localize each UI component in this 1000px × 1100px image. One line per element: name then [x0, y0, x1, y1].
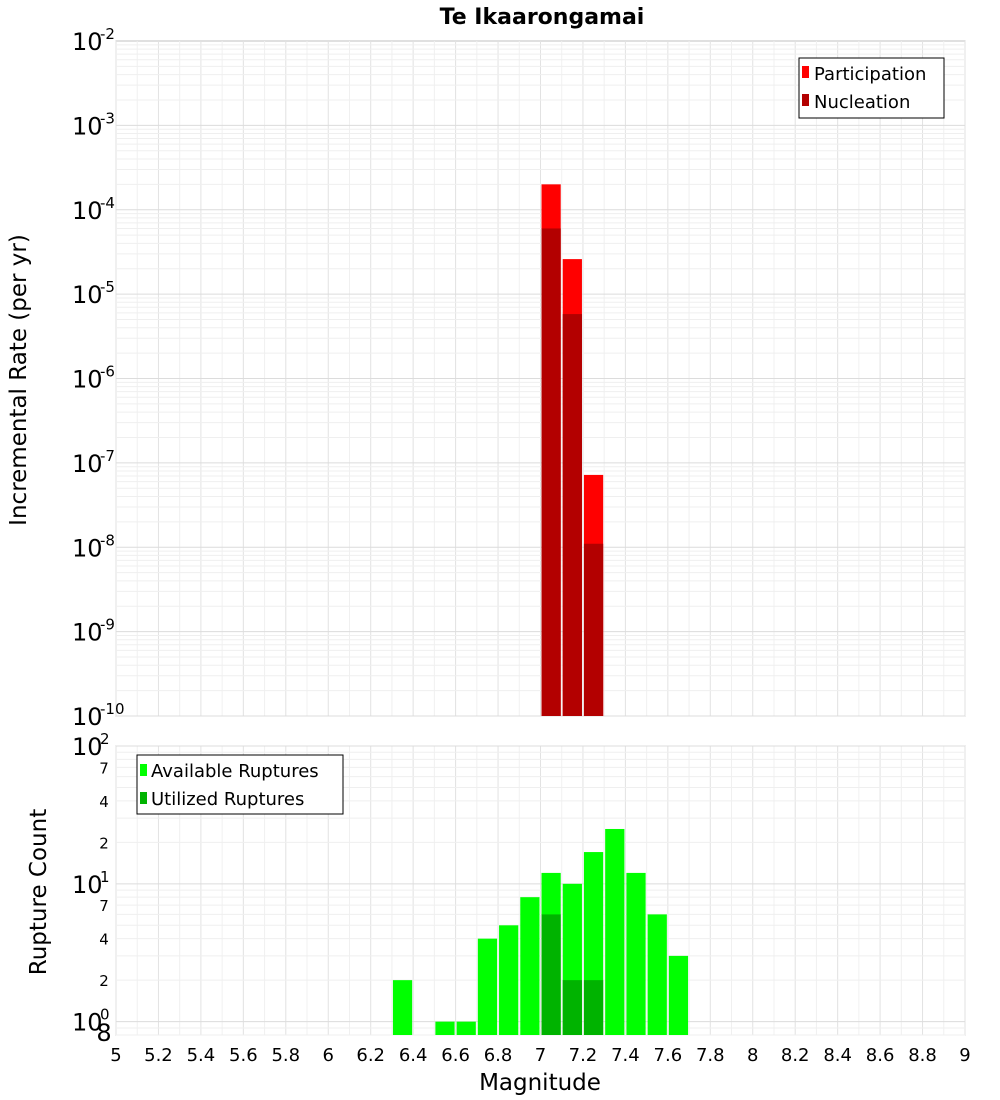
x-tick-label: 8.2 [781, 1045, 810, 1066]
legend-swatch-available [140, 764, 147, 776]
rate-y-tick-base: 10 [72, 28, 103, 56]
legend-label-nucleation: Nucleation [814, 92, 910, 113]
count-y-axis-label: Rupture Count [26, 809, 52, 975]
count-bar-available [392, 980, 413, 1035]
count-y-minor-tick: 7 [99, 897, 109, 915]
count-y-minor-tick: 7 [99, 759, 109, 777]
legend-swatch-utilized [140, 792, 147, 804]
legend-swatch-participation [802, 66, 809, 78]
count-bar-available [520, 897, 540, 1035]
x-tick-label: 5.2 [144, 1045, 173, 1066]
rate-y-tick-base: 10 [72, 366, 103, 394]
x-tick-label: 6.6 [441, 1045, 470, 1066]
count-y-tick-exponent: 2 [100, 730, 110, 748]
rate-bar-nucleation [541, 228, 561, 716]
rate-y-axis-label: Incremental Rate (per yr) [6, 234, 32, 526]
rate-y-tick-base: 10 [72, 703, 103, 731]
count-bar-available [477, 938, 498, 1035]
x-tick-label: 7.6 [654, 1045, 683, 1066]
legend-label-utilized: Utilized Ruptures [151, 789, 304, 810]
rate-y-tick-exponent: -7 [100, 447, 115, 465]
count-y-minor-tick: 8 [96, 1019, 111, 1047]
count-y-tick-base: 10 [72, 1009, 103, 1037]
count-bar-available [499, 925, 519, 1035]
count-y-minor-tick: 4 [99, 931, 109, 949]
count-legend: Available Ruptures Utilized Ruptures [136, 754, 344, 815]
rate-y-tick-exponent: -6 [100, 363, 115, 381]
count-y-minor-tick: 2 [99, 834, 109, 852]
rate-y-tick-exponent: -8 [100, 531, 115, 549]
rate-grid [115, 41, 966, 717]
count-bar-available [605, 828, 625, 1035]
rate-bar-nucleation [562, 314, 582, 716]
count-bar-utilized [562, 980, 582, 1035]
count-y-tick-exponent: 1 [100, 868, 110, 886]
chart-title: Te Ikaarongamai [440, 5, 645, 30]
legend-label-participation: Participation [814, 64, 926, 85]
x-ticks: 5 5.2 5.4 5.6 5.8 6 6.2 6.4 6.6 6.8 7 7.2 7.4 7.6 7.8 8… [110, 1045, 970, 1066]
legend-label-available: Available Ruptures [151, 761, 319, 782]
count-bar-available [626, 872, 646, 1035]
x-tick-label: 5.8 [271, 1045, 300, 1066]
x-tick-label: 6.2 [356, 1045, 385, 1066]
count-bar-available [456, 1021, 476, 1035]
x-tick-label: 8 [747, 1045, 758, 1066]
x-tick-label: 8.6 [866, 1045, 895, 1066]
x-tick-label: 7.8 [696, 1045, 725, 1066]
x-tick-label: 7 [535, 1045, 546, 1066]
rate-bar-nucleation [583, 543, 604, 716]
rate-y-tick-exponent: -4 [100, 194, 115, 212]
rate-y-tick-exponent: -9 [100, 616, 115, 634]
count-y-tick-exponent: 0 [100, 1006, 110, 1024]
rate-y-tick-exponent: -10 [100, 700, 125, 718]
rate-y-tick-base: 10 [72, 534, 103, 562]
count-y-tick-base: 10 [72, 733, 103, 761]
count-bar-available [435, 1021, 455, 1035]
x-tick-label: 9 [959, 1045, 970, 1066]
legend-swatch-nucleation [802, 94, 809, 106]
count-y-minor-tick: 4 [99, 793, 109, 811]
x-tick-label: 6.4 [399, 1045, 428, 1066]
rate-legend: Participation Nucleation [798, 57, 945, 119]
count-bar-utilized [541, 914, 561, 1035]
rate-y-tick-base: 10 [72, 450, 103, 478]
rate-y-tick-base: 10 [72, 619, 103, 647]
x-tick-label: 5.4 [187, 1045, 216, 1066]
x-tick-label: 5 [110, 1045, 121, 1066]
count-y-tick-base: 10 [72, 871, 103, 899]
x-tick-label: 6.8 [484, 1045, 513, 1066]
x-tick-label: 5.6 [229, 1045, 258, 1066]
x-tick-label: 7.2 [569, 1045, 598, 1066]
rate-y-tick-exponent: -3 [100, 109, 115, 127]
count-legend-box [136, 754, 344, 815]
rate-y-tick-exponent: -2 [100, 25, 115, 43]
rate-y-tick-exponent: -5 [100, 278, 115, 296]
rate-legend-box [798, 57, 945, 119]
count-bar-available [647, 914, 667, 1035]
rate-bars [541, 184, 604, 717]
rate-y-tick-base: 10 [72, 197, 103, 225]
x-tick-label: 8.8 [908, 1045, 937, 1066]
x-axis-label: Magnitude [479, 1070, 601, 1096]
rate-y-tick-base: 10 [72, 281, 103, 309]
rate-y-tick-base: 10 [72, 112, 103, 140]
x-tick-label: 7.4 [611, 1045, 640, 1066]
x-tick-label: 8.4 [823, 1045, 852, 1066]
count-bar-utilized [583, 980, 604, 1035]
count-bars [392, 828, 689, 1035]
x-tick-label: 6 [323, 1045, 334, 1066]
count-y-minor-tick: 2 [99, 972, 109, 990]
count-bar-available [668, 955, 689, 1035]
